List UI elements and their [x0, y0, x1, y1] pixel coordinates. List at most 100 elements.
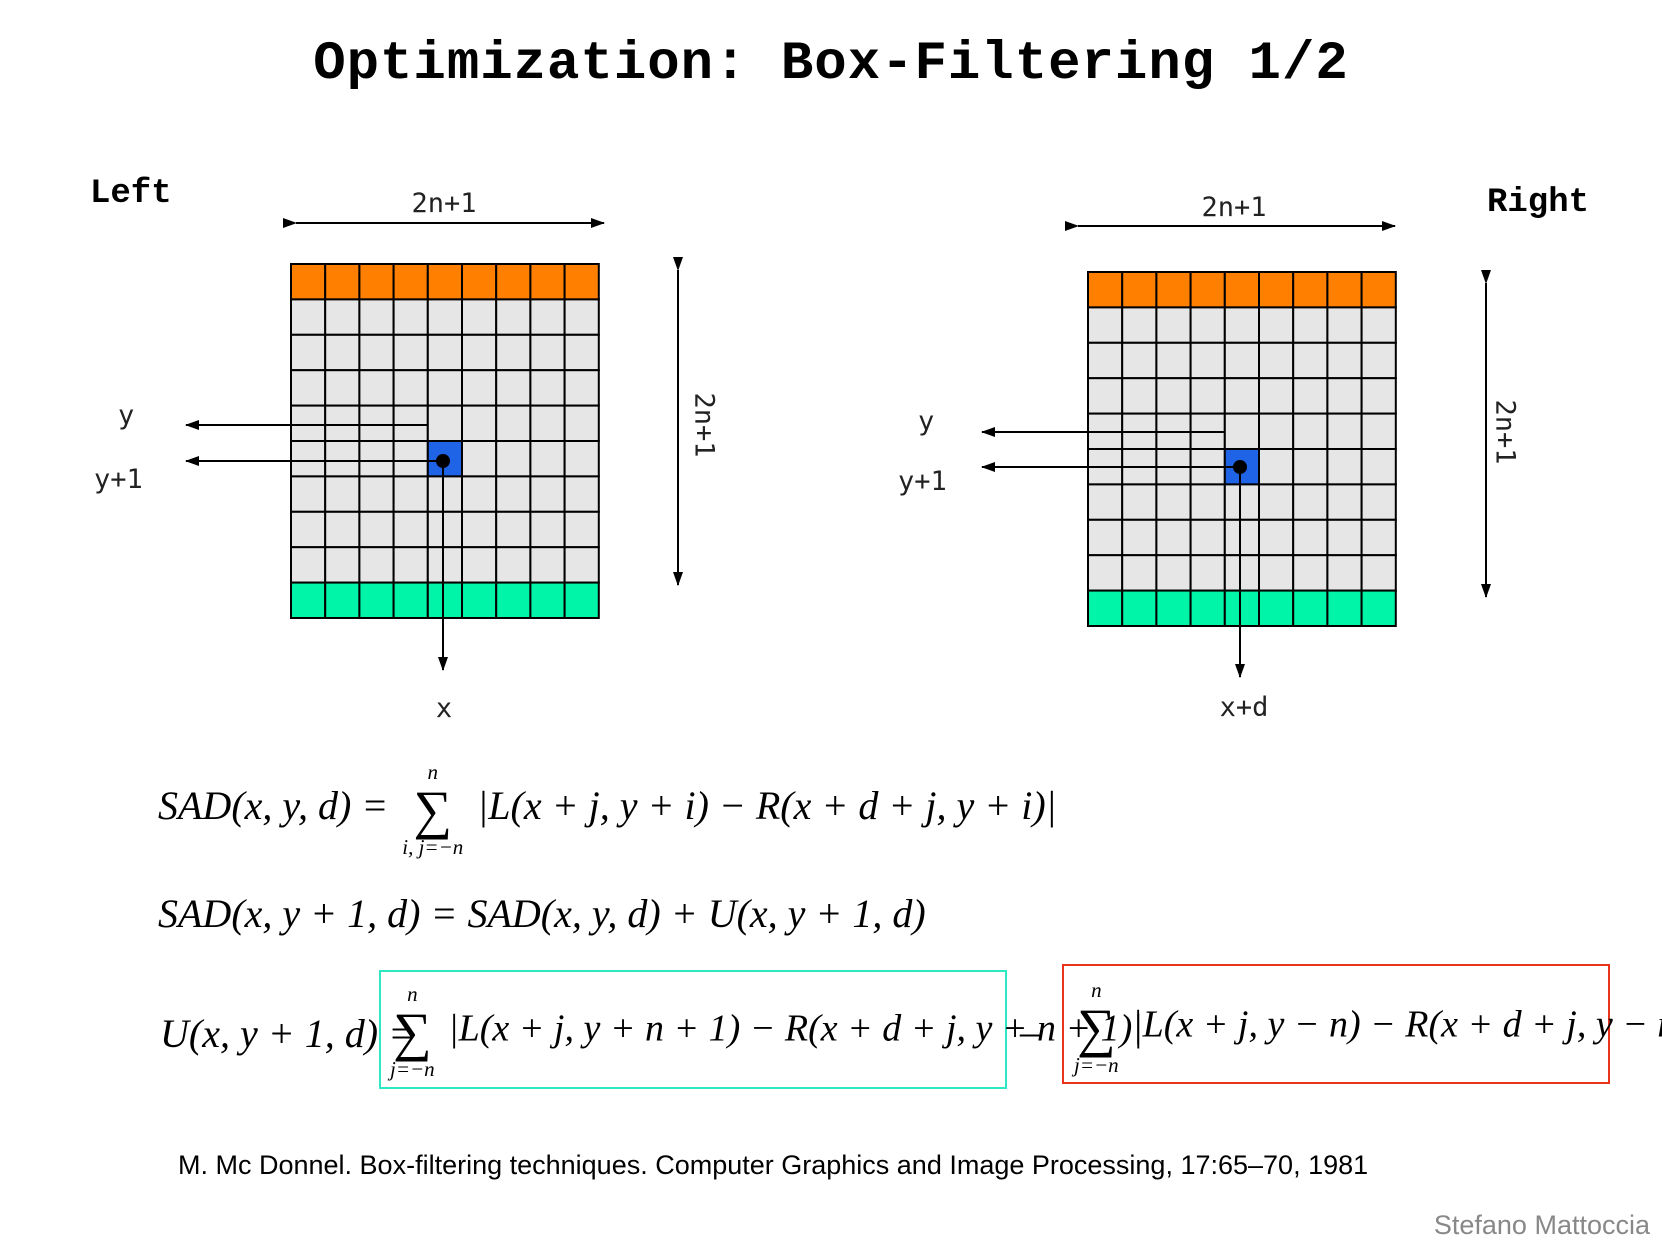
eq3-term2-bottom: j=−n: [1074, 1053, 1119, 1077]
grid-cell: [1223, 483, 1261, 521]
grid-cell: [1360, 518, 1397, 557]
grid-cell: [495, 404, 532, 443]
grid-cell: [358, 263, 395, 301]
grid-cell: [461, 404, 498, 443]
grid-cell: [495, 298, 532, 336]
grid-cell: [1189, 518, 1226, 557]
equation-sad-update: SAD(x, y + 1, d) = SAD(x, y, d) + U(x, y…: [158, 890, 926, 937]
grid-cell: [495, 440, 532, 478]
right-width-label: 2n+1: [1201, 192, 1267, 223]
grid-cell: [290, 440, 327, 478]
grid-cell: [1121, 271, 1158, 309]
grid-cell: [1292, 518, 1329, 557]
right-y1-label: y+1: [898, 466, 947, 497]
grid-cell: [1258, 306, 1295, 344]
grid-cell: [461, 369, 498, 407]
grid-cell: [1360, 341, 1397, 380]
grid-cell: [392, 581, 429, 619]
grid-cell: [358, 298, 395, 336]
grid-cell: [529, 546, 566, 584]
grid-cell: [290, 404, 327, 443]
grid-cell: [324, 510, 361, 549]
eq1-sum-top: n: [427, 760, 439, 784]
grid-cell: [290, 333, 327, 372]
grid-cell: [461, 263, 498, 301]
grid-cell: [1121, 483, 1158, 521]
grid-cell: [1223, 306, 1261, 344]
grid-cell: [1326, 271, 1363, 309]
grid-cell: [324, 369, 361, 407]
right-height-label: 2n+1: [1489, 399, 1521, 465]
grid-cell: [495, 369, 532, 407]
grid-cell: [1360, 554, 1397, 592]
old-row-term-box: [1062, 964, 1610, 1084]
right-label: Right: [1487, 184, 1590, 222]
grid-cell: [1155, 483, 1192, 521]
grid-cell: [1292, 483, 1329, 521]
grid-cell: [495, 581, 532, 619]
grid-cell: [1258, 483, 1295, 521]
grid-cell: [1292, 589, 1329, 627]
grid-cell: [563, 333, 600, 372]
eq2: SAD(x, y + 1, d) = SAD(x, y, d) + U(x, y…: [158, 891, 926, 936]
grid-cell: [392, 298, 429, 336]
grid-cell: [1292, 554, 1329, 592]
eq3-term2: n ∑ j=−n |L(x + j, y − n) − R(x + d + j,…: [1070, 980, 1662, 1076]
grid-cell: [529, 404, 566, 443]
grid-cell: [1087, 377, 1124, 415]
grid-cell: [358, 510, 395, 549]
grid-cell: [1292, 377, 1329, 415]
grid-cell: [1360, 483, 1397, 521]
grid-cell: [1155, 377, 1192, 415]
grid-cell: [392, 333, 429, 372]
grid-cell: [358, 546, 395, 584]
right-y-label: y: [918, 406, 935, 437]
grid-cell: [1189, 483, 1226, 521]
left-x-label: x: [435, 693, 453, 724]
grid-cell: [1258, 271, 1295, 309]
left-width-label: 2n+1: [411, 188, 477, 219]
grid-cell: [1360, 589, 1397, 627]
grid-cell: [563, 475, 600, 513]
grid-cell: [563, 440, 600, 478]
grid-cell: [1155, 271, 1192, 309]
grid-cell: [324, 546, 361, 584]
page-title: Optimization: Box-Filtering 1/2: [313, 34, 1349, 95]
grid-cell: [358, 475, 395, 513]
grid-cell: [563, 546, 600, 584]
grid-cell: [358, 404, 395, 443]
grid-cell: [1360, 448, 1397, 486]
grid-cell: [1360, 412, 1397, 451]
right-window-grid: [1087, 271, 1397, 627]
grid-cell: [426, 263, 463, 301]
grid-cell: [290, 581, 327, 619]
grid-cell: [1223, 412, 1261, 451]
left-label: Left: [90, 175, 172, 213]
right-x-label: x+d: [1219, 692, 1269, 723]
grid-cell: [1087, 554, 1124, 592]
grid-cell: [1223, 518, 1261, 557]
grid-cell: [1121, 554, 1158, 592]
grid-cell: [358, 333, 395, 372]
grid-cell: [495, 510, 532, 549]
author-name: Stefano Mattoccia: [1433, 1210, 1650, 1240]
grid-cell: [1258, 412, 1295, 451]
grid-cell: [1326, 483, 1363, 521]
grid-cell: [1258, 554, 1295, 592]
grid-cell: [563, 404, 600, 443]
left-window-grid: [290, 263, 600, 619]
grid-cell: [324, 475, 361, 513]
grid-cell: [529, 581, 566, 619]
grid-cell: [1121, 341, 1158, 380]
left-y1-label: y+1: [94, 464, 143, 495]
eq3-lhs-wrap: U(x, y + 1, d) =: [160, 1010, 415, 1057]
grid-cell: [1189, 341, 1226, 380]
grid-cell: [529, 263, 566, 301]
grid-cell: [1189, 554, 1226, 592]
grid-cell: [1258, 518, 1295, 557]
grid-cell: [1326, 377, 1363, 415]
grid-cell: [392, 546, 429, 584]
grid-cell: [1292, 271, 1329, 309]
grid-cell: [495, 475, 532, 513]
grid-cell: [392, 263, 429, 301]
